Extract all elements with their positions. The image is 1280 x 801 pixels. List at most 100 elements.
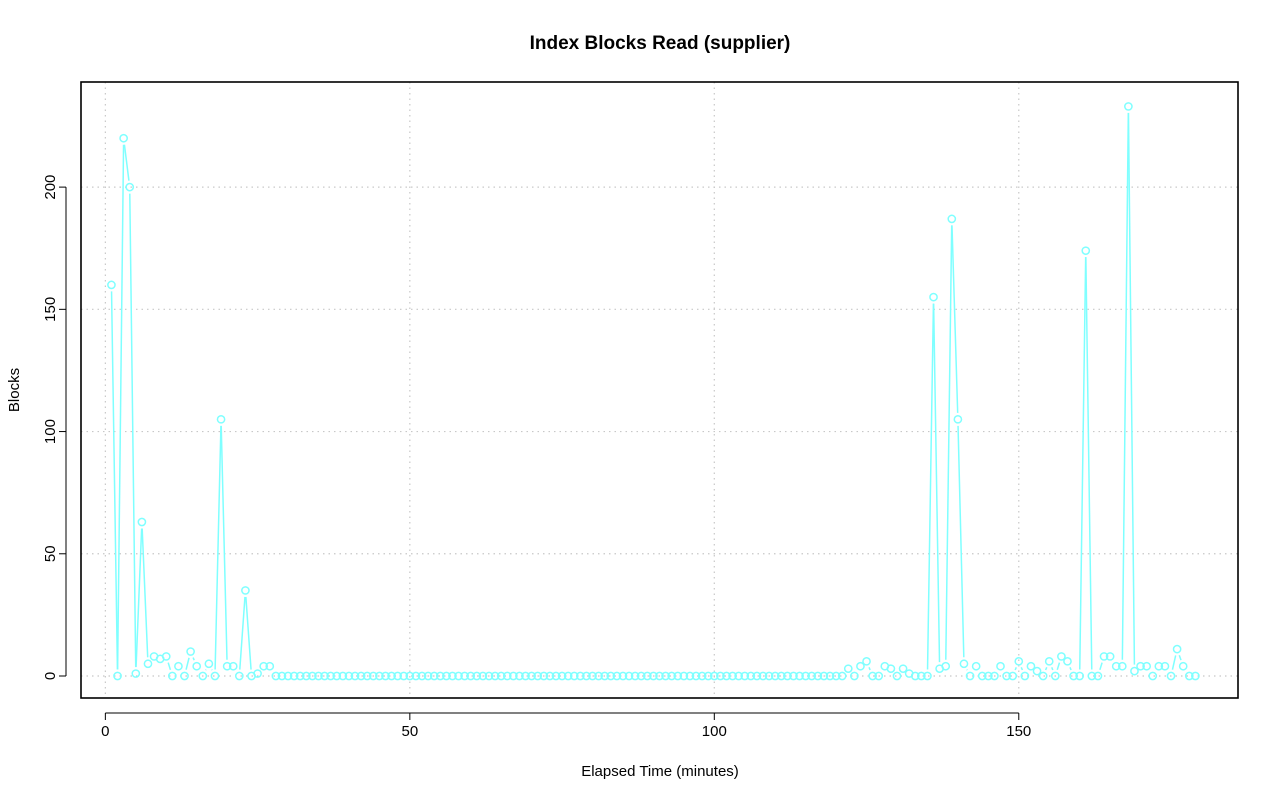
series-segment [116,144,125,670]
data-point [417,671,427,681]
data-point [1038,671,1048,681]
data-point [338,671,348,681]
y-tick-label: 200 [42,175,59,200]
data-point [1136,661,1145,671]
data-point [119,133,128,143]
data-point [642,671,652,681]
data-point [691,671,701,681]
data-point [1093,671,1103,681]
data-point [1099,652,1109,661]
data-point [673,671,683,681]
data-point [496,671,506,681]
y-tick-label: 100 [42,419,59,444]
data-point [1087,671,1097,681]
series-segment [868,667,871,671]
data-point [947,214,957,224]
series-segment [192,657,195,661]
data-point [923,671,932,681]
series-segment [141,528,149,658]
data-point [965,671,975,681]
series-segment [1099,662,1103,671]
data-point [198,671,208,681]
data-point [1111,661,1121,671]
data-point [472,671,482,681]
x-tick-label: 100 [702,723,727,740]
data-point [460,671,469,681]
data-point [831,671,841,681]
data-point [557,671,567,681]
data-point [636,671,646,681]
series-line [110,112,1182,671]
series-segment [135,528,143,668]
data-point [350,671,360,681]
data-point [1014,656,1024,666]
data-point [971,661,981,671]
x-tick-label: 150 [1006,723,1031,740]
data-point [983,671,993,681]
data-point [588,671,597,681]
data-point [490,671,500,681]
data-point [1124,102,1133,111]
data-point [722,671,731,681]
data-point [362,671,372,681]
data-point [454,671,463,681]
data-point [953,414,963,424]
data-point [387,671,396,681]
data-point [545,671,555,681]
data-point [868,671,877,681]
series-points [107,102,1200,681]
data-point [228,661,238,671]
data-point [1075,671,1085,681]
data-point [1044,656,1054,666]
data-point [770,671,780,681]
data-point [655,671,664,681]
data-point [916,671,926,681]
data-point [746,671,756,681]
data-point [776,671,786,681]
data-point [874,671,884,681]
series-segment [167,662,172,671]
data-point [222,661,232,671]
data-point [423,671,433,681]
data-point [1032,666,1042,676]
data-point [575,671,585,681]
data-point [210,671,220,681]
y-axis: 0 50 100 150 200 [42,175,67,680]
data-point [1191,671,1200,681]
series-segment [957,425,965,658]
data-point [107,280,116,290]
data-point [241,586,250,595]
data-point [703,671,713,681]
data-point [716,671,725,681]
data-point [405,671,415,681]
data-point [1142,661,1152,671]
series-segment [1171,655,1177,670]
data-point [125,182,135,192]
data-point [630,671,640,681]
series-segment [1044,667,1048,671]
series-segment [926,303,935,670]
data-point [764,671,774,681]
series-segment [123,144,130,181]
data-point [411,671,421,681]
data-point [819,671,829,681]
data-point [594,671,603,681]
data-point [813,671,823,681]
data-point [783,671,792,681]
data-point [929,292,938,302]
data-point [289,671,299,681]
data-point [758,671,768,681]
data-point [442,671,451,681]
data-point [399,671,409,681]
series-segment [1127,112,1136,665]
data-point [941,661,951,671]
data-point [283,671,293,681]
data-point [478,671,488,681]
series-segment [245,596,252,670]
data-point [740,671,750,681]
data-point [502,671,512,681]
data-point [143,659,153,669]
data-point [344,671,354,681]
data-point [892,671,902,681]
data-point [216,414,226,424]
